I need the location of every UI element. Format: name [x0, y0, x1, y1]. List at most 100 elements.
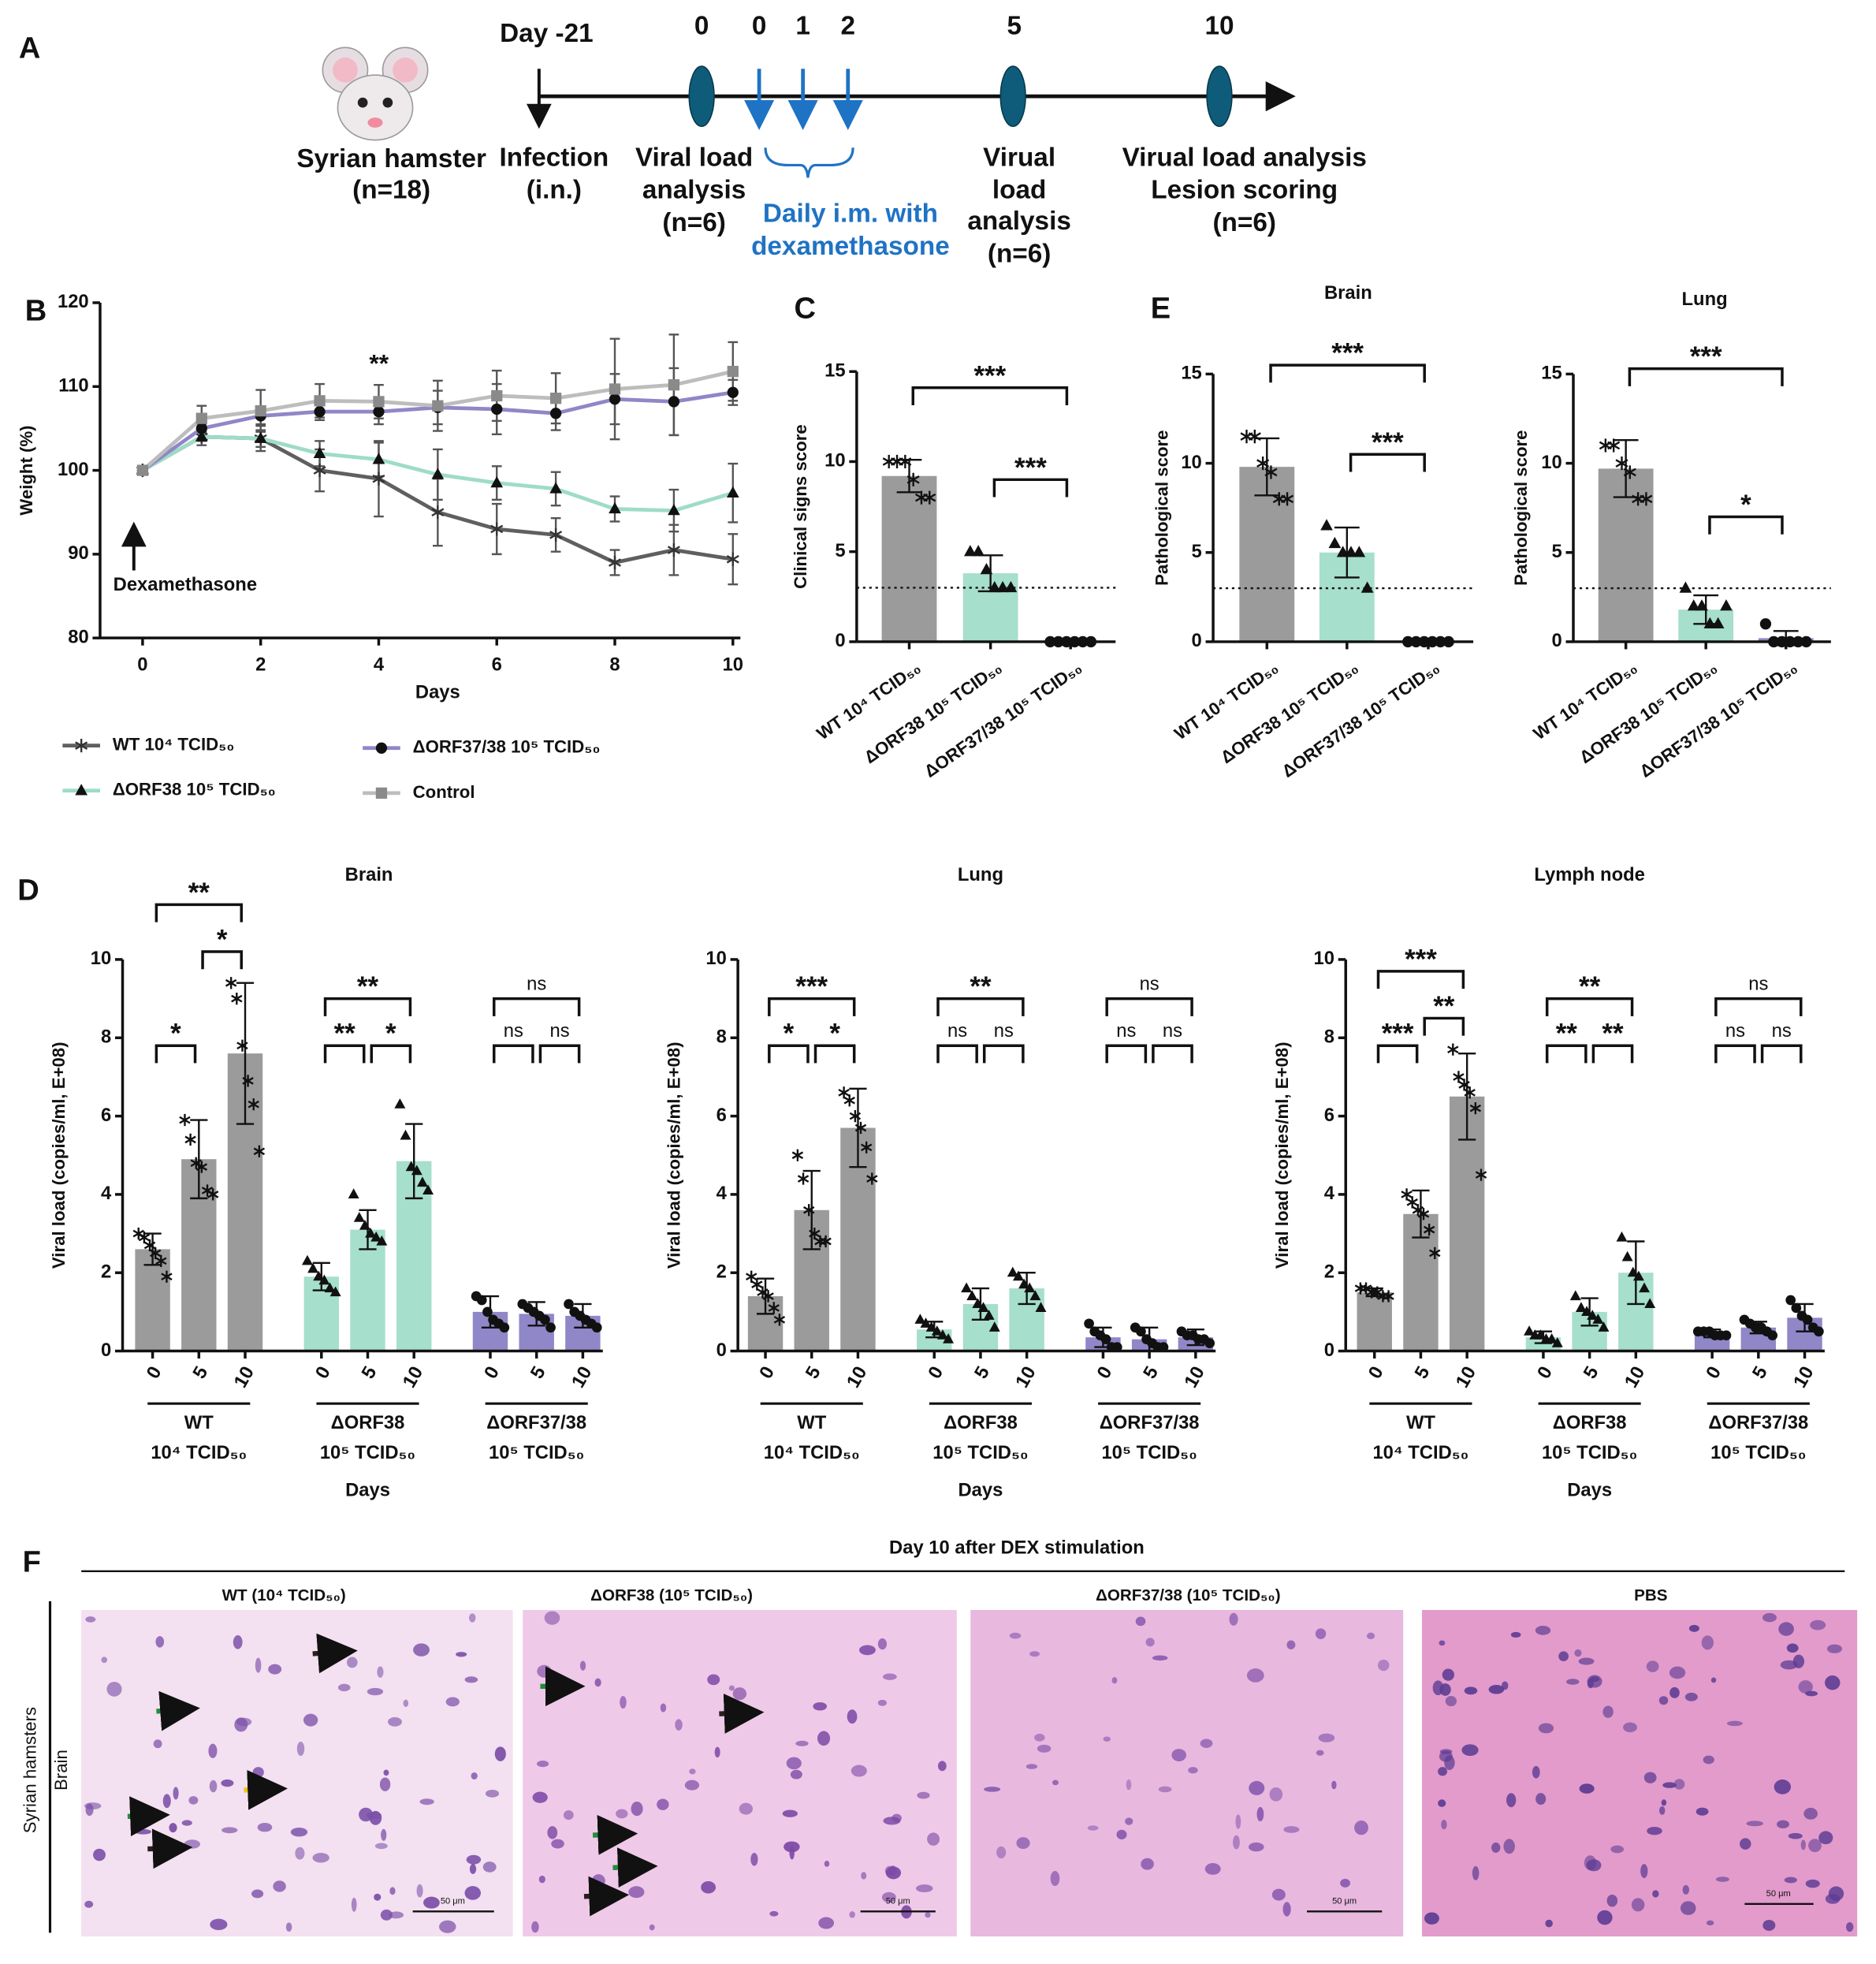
- marker: [1623, 465, 1636, 479]
- marker: [195, 430, 208, 442]
- legend-label: WT 10⁴ TCID₅₀: [113, 734, 235, 754]
- cell: [1029, 1651, 1040, 1657]
- cell: [536, 1761, 549, 1768]
- marker: [1240, 430, 1253, 444]
- marker: [1814, 1326, 1824, 1337]
- cell: [93, 1848, 106, 1862]
- marker: [329, 1286, 341, 1297]
- marker: [491, 389, 503, 402]
- marker: [996, 580, 1009, 593]
- significance-bracket: [1760, 1044, 1803, 1064]
- significance-bracket: [911, 386, 1069, 406]
- cell: [188, 1796, 199, 1805]
- scale-bar-label: 50 μm: [1766, 1889, 1791, 1899]
- x-tick-label: 6: [492, 654, 502, 675]
- marker: [860, 1141, 873, 1153]
- marker: [1644, 1298, 1656, 1309]
- micrograph: [81, 1609, 513, 1937]
- row-group-label: Syrian hamsters: [20, 1707, 40, 1833]
- marker: [1024, 1282, 1036, 1293]
- cell: [675, 1719, 683, 1731]
- cell: [824, 1861, 830, 1867]
- marker: [802, 1204, 815, 1217]
- cell: [423, 1896, 440, 1909]
- marker: [1640, 492, 1653, 506]
- significance-bracket: [982, 1044, 1025, 1064]
- x-tick-label: 5: [802, 1362, 825, 1382]
- cell: [1271, 1888, 1286, 1901]
- significance-bracket: [1376, 1044, 1419, 1064]
- cell: [359, 1807, 374, 1822]
- cell: [413, 1643, 430, 1657]
- marker: [667, 542, 680, 557]
- cell: [1103, 1736, 1111, 1742]
- y-tick-label: 0: [101, 1340, 111, 1361]
- significance-label: **: [970, 971, 992, 1002]
- error-bar: [1334, 526, 1360, 579]
- marker: [1621, 1250, 1633, 1262]
- x-axis-label: Days: [345, 1480, 390, 1501]
- marker: [925, 1321, 937, 1332]
- cell: [374, 1893, 382, 1901]
- y-tick-label: 10: [1181, 452, 1201, 473]
- group-label: ΔORF38: [1553, 1412, 1627, 1433]
- cell: [1444, 1755, 1455, 1771]
- y-axis-label: Viral load (copies/ml, E+08): [49, 1042, 69, 1269]
- marker: [1695, 599, 1708, 611]
- cell: [1640, 1864, 1648, 1878]
- chart-title: Brain: [345, 864, 393, 885]
- marker: [1383, 1290, 1394, 1303]
- x-tick-label: 10: [1789, 1362, 1818, 1391]
- marker: [1703, 617, 1717, 629]
- scale-bar-label: 50 μm: [441, 1897, 465, 1906]
- cell: [380, 1909, 393, 1921]
- y-tick-label: 10: [705, 948, 726, 969]
- y-tick-label: 2: [101, 1262, 111, 1283]
- x-tick-label: 10: [568, 1362, 597, 1391]
- y-tick-label: 0: [1192, 630, 1202, 651]
- marker: [1320, 519, 1333, 531]
- cell: [1442, 1668, 1455, 1681]
- cell: [85, 1616, 96, 1623]
- marker: [1447, 1043, 1459, 1056]
- significance-label: **: [188, 878, 210, 908]
- timeline-text: Virual: [983, 143, 1055, 172]
- cell: [782, 1809, 798, 1817]
- significance-label: **: [1556, 1019, 1578, 1049]
- marker: [931, 1325, 943, 1336]
- cell: [1111, 1677, 1118, 1684]
- timeline-text: dexamethasone: [751, 232, 950, 261]
- cell: [1788, 1832, 1803, 1839]
- cell: [563, 1809, 574, 1821]
- marker: [726, 486, 739, 498]
- significance-label: ***: [1014, 453, 1047, 483]
- marker: [1687, 599, 1700, 611]
- panel-letter: F: [23, 1545, 41, 1578]
- cell: [1684, 1692, 1698, 1701]
- pointer-arrows: [127, 1633, 765, 1917]
- cell: [657, 1798, 669, 1810]
- cell: [233, 1635, 243, 1649]
- cell: [221, 1827, 238, 1834]
- marker: [432, 400, 444, 412]
- y-tick-label: 80: [68, 626, 88, 647]
- significance-bracket: [1591, 1044, 1634, 1064]
- significance-label: ns: [1725, 1020, 1745, 1042]
- cell: [689, 1768, 696, 1775]
- significance-label: ns: [994, 1020, 1014, 1042]
- significance-label: ns: [1748, 973, 1768, 994]
- significance-bracket: [992, 478, 1069, 498]
- row-label: Brain: [51, 1750, 71, 1791]
- x-tick-label: 0: [1702, 1362, 1725, 1382]
- marker: [375, 787, 388, 799]
- marker: [609, 555, 622, 570]
- cell: [221, 1779, 234, 1787]
- marker: [1535, 1329, 1547, 1340]
- marker: [1264, 465, 1278, 479]
- cell: [1538, 1723, 1554, 1734]
- x-tick-label: 10: [1621, 1362, 1650, 1391]
- marker: [964, 545, 977, 557]
- marker: [138, 1231, 151, 1244]
- significance-bracket: [768, 1044, 810, 1064]
- cell: [1682, 1884, 1690, 1895]
